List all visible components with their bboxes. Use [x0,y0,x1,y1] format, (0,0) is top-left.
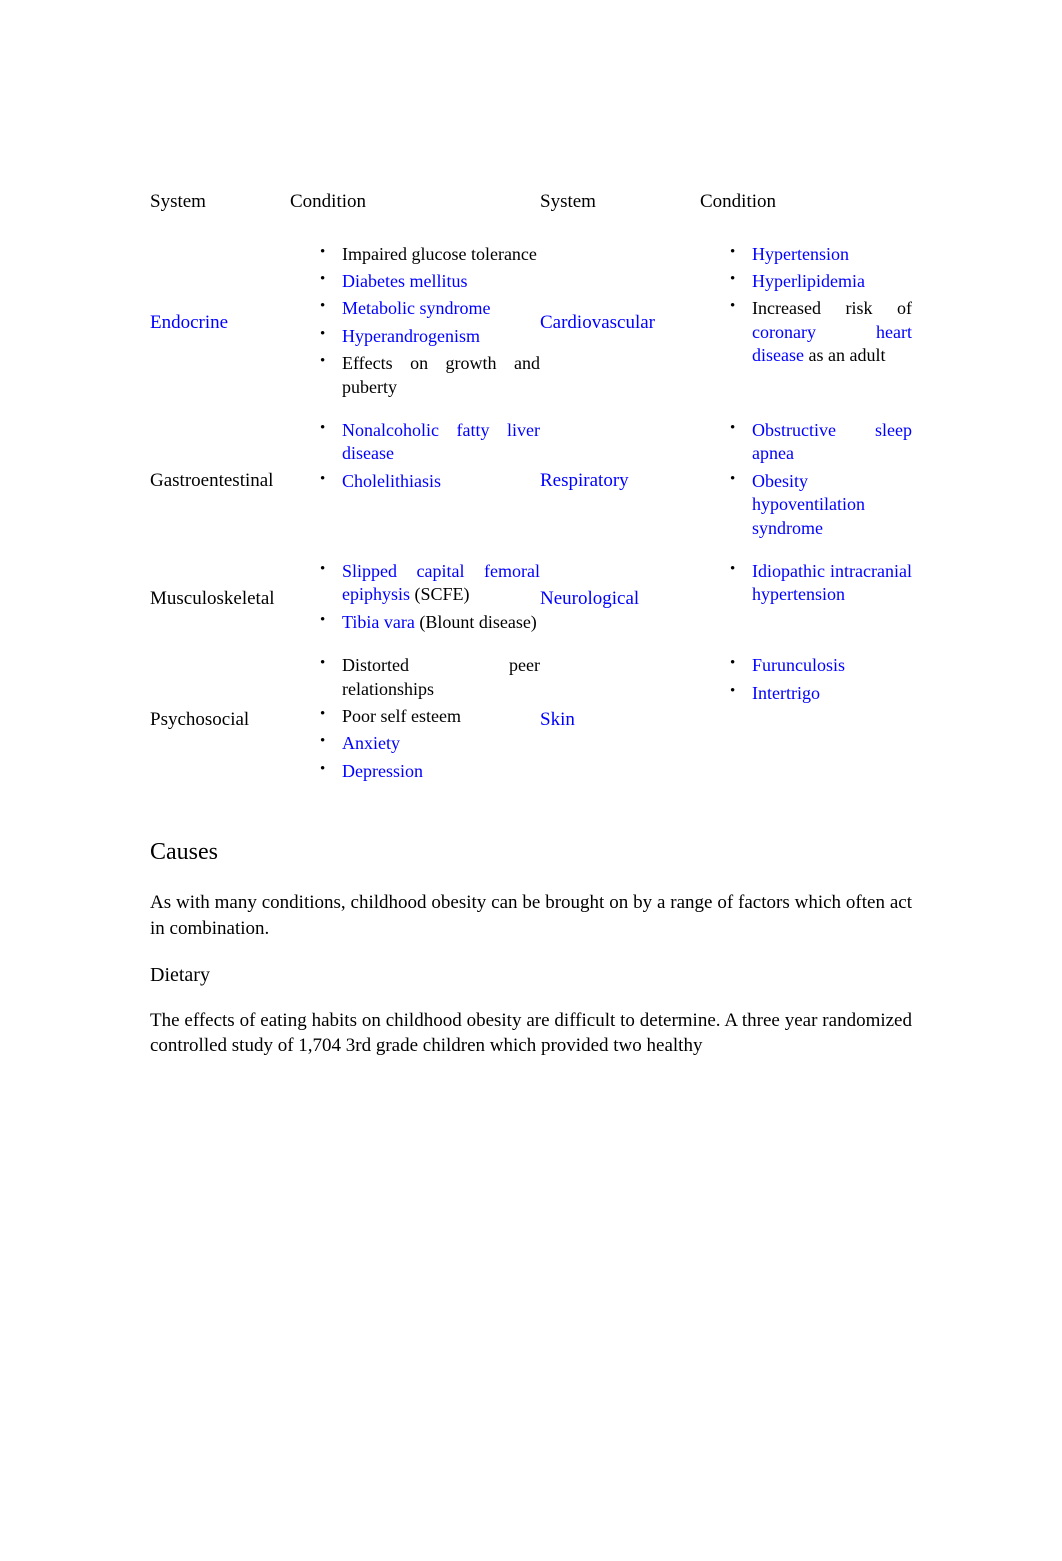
condition-cell: Idiopathic intracranial hypertension [700,560,912,638]
condition-text: (Blount disease) [415,612,537,632]
condition-item: Intertrigo [730,682,912,705]
condition-cell: Obstructive sleep apnea Obesity hypoventi… [700,419,912,544]
condition-item: Increased risk of coronary heart disease… [730,297,912,367]
condition-link[interactable]: Cholelithiasis [342,471,441,491]
condition-text: Increased risk of [752,298,912,318]
condition-item: Cholelithiasis [320,470,540,493]
system-cell: Respiratory [540,419,700,544]
condition-item: Tibia vara (Blount disease) [320,611,540,634]
condition-text: Distorted peer relationships [342,655,540,698]
condition-item: Hyperlipidemia [730,270,912,293]
condition-link[interactable]: Idiopathic intracranial hypertension [752,561,912,604]
condition-item: Effects on growth and puberty [320,352,540,399]
condition-cell: Furunculosis Intertrigo [700,654,912,787]
system-label: Psychosocial [150,708,249,733]
dietary-paragraph: The effects of eating habits on childhoo… [150,1008,912,1059]
condition-item: Obesity hypoventilation syndrome [730,470,912,540]
condition-item: Hypertension [730,243,912,266]
system-link[interactable]: Endocrine [150,311,228,336]
condition-link[interactable]: Intertrigo [752,683,820,703]
condition-link[interactable]: Depression [342,761,423,781]
header-system-1: System [150,190,290,215]
condition-link[interactable]: Hyperlipidemia [752,271,865,291]
condition-item: Metabolic syndrome [320,297,540,320]
condition-item: Nonalcoholic fatty liver disease [320,419,540,466]
condition-item: Diabetes mellitus [320,270,540,293]
condition-cell: Impaired glucose tolerance Diabetes melli… [290,243,540,403]
condition-item: Idiopathic intracranial hypertension [730,560,912,607]
header-condition-2: Condition [700,190,912,215]
condition-item: Poor self esteem [320,705,540,728]
system-label: Gastroentestinal [150,469,273,494]
system-cell: Neurological [540,560,700,638]
condition-text: as an adult [804,345,885,365]
condition-item: Impaired glucose tolerance [320,243,540,266]
system-link[interactable]: Respiratory [540,469,629,494]
system-cell: Musculoskeletal [150,560,290,638]
table-header-row: System Condition System Condition [150,190,912,215]
system-label: Musculoskeletal [150,587,275,612]
table-row: Musculoskeletal Slipped capital femoral e… [150,560,912,638]
table-row: Endocrine Impaired glucose tolerance Diabe… [150,243,912,403]
conditions-table: System Condition System Condition Endocr… [150,190,912,787]
header-condition-1: Condition [290,190,540,215]
table-row: Gastroentestinal Nonalcoholic fatty liver… [150,419,912,544]
system-cell: Skin [540,654,700,787]
table-body: Endocrine Impaired glucose tolerance Diabe… [150,243,912,787]
condition-cell: Nonalcoholic fatty liver disease Cholelit… [290,419,540,544]
system-link[interactable]: Neurological [540,587,639,612]
condition-link[interactable]: Anxiety [342,733,400,753]
causes-paragraph: As with many conditions, childhood obesi… [150,890,912,941]
condition-item: Slipped capital femoral epiphysis (SCFE) [320,560,540,607]
system-cell: Endocrine [150,243,290,403]
system-link[interactable]: Skin [540,708,575,733]
condition-text: Effects on growth and puberty [342,353,540,396]
system-cell: Cardiovascular [540,243,700,403]
causes-heading: Causes [150,837,912,868]
condition-text: Poor self esteem [342,706,461,726]
condition-item: Furunculosis [730,654,912,677]
system-link[interactable]: Cardiovascular [540,311,655,336]
system-cell: Gastroentestinal [150,419,290,544]
condition-text: (SCFE) [410,584,470,604]
condition-text: Impaired glucose tolerance [342,244,537,264]
condition-cell: Slipped capital femoral epiphysis (SCFE)… [290,560,540,638]
condition-item: Distorted peer relationships [320,654,540,701]
condition-link[interactable]: Hyperandrogenism [342,326,480,346]
condition-link[interactable]: Nonalcoholic fatty liver disease [342,420,540,463]
condition-link[interactable]: Furunculosis [752,655,845,675]
condition-item: Anxiety [320,732,540,755]
condition-item: Obstructive sleep apnea [730,419,912,466]
table-row: Psychosocial Distorted peer relationships… [150,654,912,787]
condition-link[interactable]: Metabolic syndrome [342,298,490,318]
header-system-2: System [540,190,700,215]
dietary-heading: Dietary [150,962,912,988]
condition-item: Depression [320,760,540,783]
system-cell: Psychosocial [150,654,290,787]
condition-link[interactable]: Obstructive sleep apnea [752,420,912,463]
condition-link[interactable]: Tibia vara [342,612,415,632]
condition-link[interactable]: Obesity hypoventilation syndrome [752,471,865,538]
condition-link[interactable]: Diabetes mellitus [342,271,467,291]
condition-item: Hyperandrogenism [320,325,540,348]
condition-cell: Distorted peer relationships Poor self es… [290,654,540,787]
condition-cell: Hypertension Hyperlipidemia Increased risk… [700,243,912,403]
condition-link[interactable]: Hypertension [752,244,849,264]
